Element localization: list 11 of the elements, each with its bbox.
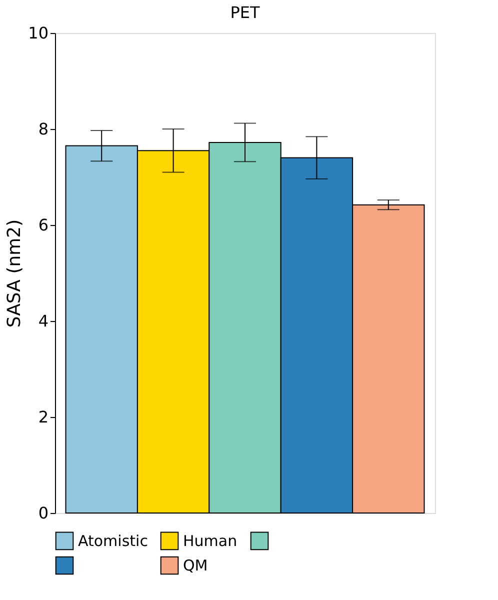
legend-label: Atomistic — [78, 532, 148, 550]
chart-title: PET — [230, 3, 260, 22]
legend-label: QM — [183, 556, 208, 574]
legend-label: Human — [183, 532, 238, 550]
y-tick-label: 8 — [38, 120, 48, 138]
y-tick-label: 10 — [28, 24, 48, 42]
y-tick-label: 2 — [38, 408, 48, 426]
y-tick-label: 0 — [38, 504, 48, 522]
y-axis-title: SASA (nm2) — [4, 219, 26, 328]
y-tick-label: 6 — [38, 216, 48, 234]
y-tick-label: 4 — [38, 312, 48, 330]
